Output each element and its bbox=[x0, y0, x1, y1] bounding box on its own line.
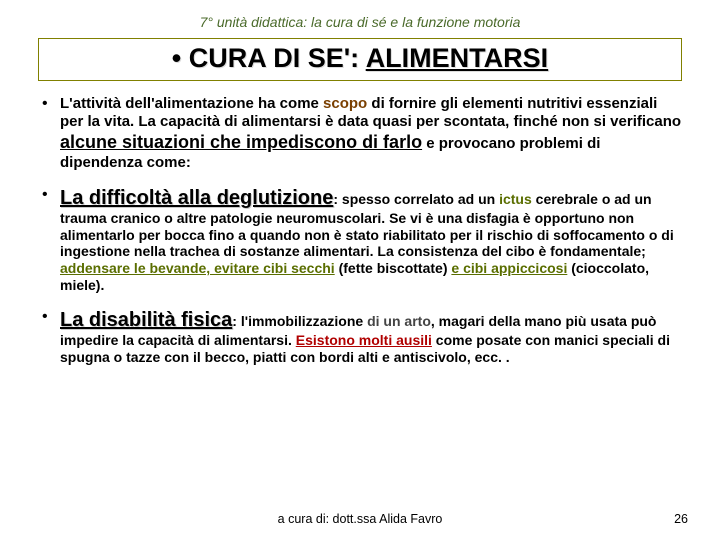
unit-header: 7° unità didattica: la cura di sé e la f… bbox=[38, 14, 682, 30]
p3-arto: di un arto bbox=[367, 313, 431, 329]
p2-t1: : spesso correlato ad un bbox=[333, 191, 499, 207]
intro-paragraph: L'attività dell'alimentazione ha come sc… bbox=[60, 95, 682, 172]
slide-title: • CURA DI SE': ALIMENTARSI bbox=[172, 43, 548, 73]
page-number: 26 bbox=[674, 512, 688, 526]
p1-scopo: scopo bbox=[323, 95, 367, 112]
p2-head: La difficoltà alla deglutizione bbox=[60, 187, 333, 209]
bullet-intro: L'attività dell'alimentazione ha come sc… bbox=[38, 95, 682, 172]
footer-author: a cura di: dott.ssa Alida Favro bbox=[0, 512, 720, 526]
p3-head: La disabilità fisica bbox=[60, 309, 232, 331]
p1-t1: L'attività dell'alimentazione ha come bbox=[60, 95, 323, 112]
title-underlined: ALIMENTARSI bbox=[366, 43, 549, 73]
disabilita-paragraph: La disabilità fisica: l'immobilizzazione… bbox=[60, 308, 682, 366]
p2-g2: e cibi appiccicosi bbox=[451, 260, 567, 276]
slide: 7° unità didattica: la cura di sé e la f… bbox=[0, 0, 720, 540]
p1-big: alcune situazioni che impediscono di far… bbox=[60, 132, 422, 152]
p2-g1: addensare le bevande, evitare cibi secch… bbox=[60, 260, 335, 276]
deglutizione-paragraph: La difficoltà alla deglutizione: spesso … bbox=[60, 186, 682, 294]
bullet-deglutizione: La difficoltà alla deglutizione: spesso … bbox=[38, 186, 682, 294]
p3-t1: : l'immobilizzazione bbox=[232, 313, 367, 329]
title-prefix: • CURA DI SE': bbox=[172, 43, 366, 73]
content-list: L'attività dell'alimentazione ha come sc… bbox=[38, 95, 682, 365]
p2-ictus: ictus bbox=[499, 191, 532, 207]
title-box: • CURA DI SE': ALIMENTARSI bbox=[38, 38, 682, 81]
bullet-disabilita: La disabilità fisica: l'immobilizzazione… bbox=[38, 308, 682, 366]
p2-t3: (fette biscottate) bbox=[335, 260, 452, 276]
p3-r1: Esistono molti ausili bbox=[296, 332, 432, 348]
